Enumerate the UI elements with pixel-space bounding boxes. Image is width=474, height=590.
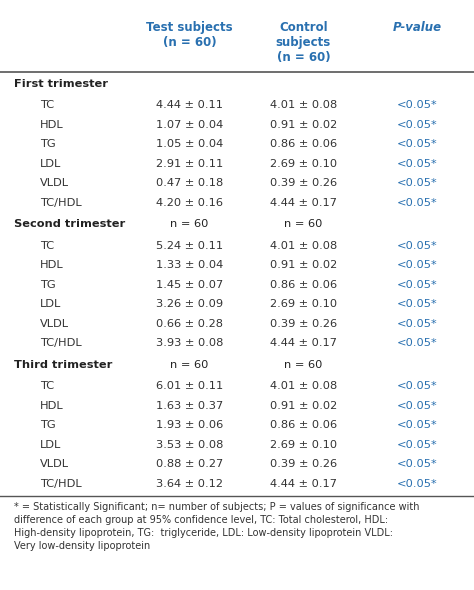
Text: 1.93 ± 0.06: 1.93 ± 0.06 [156, 420, 223, 430]
Text: <0.05*: <0.05* [397, 100, 438, 110]
Text: <0.05*: <0.05* [397, 381, 438, 391]
Text: 0.91 ± 0.02: 0.91 ± 0.02 [270, 401, 337, 411]
Text: VLDL: VLDL [40, 459, 69, 469]
Text: HDL: HDL [40, 120, 64, 130]
Text: 2.69 ± 0.10: 2.69 ± 0.10 [270, 299, 337, 309]
Text: <0.05*: <0.05* [397, 241, 438, 251]
Text: 0.91 ± 0.02: 0.91 ± 0.02 [270, 260, 337, 270]
Text: Control
subjects
(n = 60): Control subjects (n = 60) [276, 21, 331, 64]
Text: 0.39 ± 0.26: 0.39 ± 0.26 [270, 459, 337, 469]
Text: 3.26 ± 0.09: 3.26 ± 0.09 [156, 299, 223, 309]
Text: 3.64 ± 0.12: 3.64 ± 0.12 [156, 478, 223, 489]
Text: TC/HDL: TC/HDL [40, 338, 82, 348]
Text: <0.05*: <0.05* [397, 178, 438, 188]
Text: 3.93 ± 0.08: 3.93 ± 0.08 [156, 338, 223, 348]
Text: TG: TG [40, 280, 56, 290]
Text: 4.01 ± 0.08: 4.01 ± 0.08 [270, 381, 337, 391]
Text: <0.05*: <0.05* [397, 420, 438, 430]
Text: <0.05*: <0.05* [397, 139, 438, 149]
Text: 6.01 ± 0.11: 6.01 ± 0.11 [156, 381, 223, 391]
Text: 4.44 ± 0.17: 4.44 ± 0.17 [270, 338, 337, 348]
Text: * = Statistically Significant; n= number of subjects; P = values of significance: * = Statistically Significant; n= number… [14, 502, 419, 551]
Text: HDL: HDL [40, 401, 64, 411]
Text: 4.20 ± 0.16: 4.20 ± 0.16 [156, 198, 223, 208]
Text: TC: TC [40, 241, 55, 251]
Text: LDL: LDL [40, 159, 62, 169]
Text: TC/HDL: TC/HDL [40, 478, 82, 489]
Text: TG: TG [40, 139, 56, 149]
Text: 2.69 ± 0.10: 2.69 ± 0.10 [270, 159, 337, 169]
Text: <0.05*: <0.05* [397, 478, 438, 489]
Text: Third trimester: Third trimester [14, 360, 113, 369]
Text: TC/HDL: TC/HDL [40, 198, 82, 208]
Text: 5.24 ± 0.11: 5.24 ± 0.11 [156, 241, 223, 251]
Text: 0.86 ± 0.06: 0.86 ± 0.06 [270, 139, 337, 149]
Text: 1.05 ± 0.04: 1.05 ± 0.04 [156, 139, 223, 149]
Text: TC: TC [40, 100, 55, 110]
Text: <0.05*: <0.05* [397, 319, 438, 329]
Text: 0.86 ± 0.06: 0.86 ± 0.06 [270, 280, 337, 290]
Text: 0.39 ± 0.26: 0.39 ± 0.26 [270, 319, 337, 329]
Text: n = 60: n = 60 [171, 219, 209, 229]
Text: Second trimester: Second trimester [14, 219, 126, 229]
Text: 1.45 ± 0.07: 1.45 ± 0.07 [156, 280, 223, 290]
Text: 1.33 ± 0.04: 1.33 ± 0.04 [156, 260, 223, 270]
Text: <0.05*: <0.05* [397, 280, 438, 290]
Text: 0.91 ± 0.02: 0.91 ± 0.02 [270, 120, 337, 130]
Text: 3.53 ± 0.08: 3.53 ± 0.08 [156, 440, 223, 450]
Text: VLDL: VLDL [40, 178, 69, 188]
Text: 0.88 ± 0.27: 0.88 ± 0.27 [156, 459, 223, 469]
Text: 4.01 ± 0.08: 4.01 ± 0.08 [270, 100, 337, 110]
Text: 0.66 ± 0.28: 0.66 ± 0.28 [156, 319, 223, 329]
Text: VLDL: VLDL [40, 319, 69, 329]
Text: LDL: LDL [40, 440, 62, 450]
Text: n = 60: n = 60 [171, 360, 209, 369]
Text: <0.05*: <0.05* [397, 120, 438, 130]
Text: <0.05*: <0.05* [397, 159, 438, 169]
Text: <0.05*: <0.05* [397, 198, 438, 208]
Text: 1.07 ± 0.04: 1.07 ± 0.04 [156, 120, 223, 130]
Text: 2.91 ± 0.11: 2.91 ± 0.11 [156, 159, 223, 169]
Text: <0.05*: <0.05* [397, 459, 438, 469]
Text: <0.05*: <0.05* [397, 440, 438, 450]
Text: 1.63 ± 0.37: 1.63 ± 0.37 [156, 401, 223, 411]
Text: 4.44 ± 0.11: 4.44 ± 0.11 [156, 100, 223, 110]
Text: n = 60: n = 60 [284, 219, 322, 229]
Text: 4.44 ± 0.17: 4.44 ± 0.17 [270, 198, 337, 208]
Text: LDL: LDL [40, 299, 62, 309]
Text: 0.47 ± 0.18: 0.47 ± 0.18 [156, 178, 223, 188]
Text: <0.05*: <0.05* [397, 338, 438, 348]
Text: 2.69 ± 0.10: 2.69 ± 0.10 [270, 440, 337, 450]
Text: 4.44 ± 0.17: 4.44 ± 0.17 [270, 478, 337, 489]
Text: <0.05*: <0.05* [397, 401, 438, 411]
Text: P-value: P-value [392, 21, 442, 34]
Text: 0.39 ± 0.26: 0.39 ± 0.26 [270, 178, 337, 188]
Text: <0.05*: <0.05* [397, 299, 438, 309]
Text: 4.01 ± 0.08: 4.01 ± 0.08 [270, 241, 337, 251]
Text: HDL: HDL [40, 260, 64, 270]
Text: <0.05*: <0.05* [397, 260, 438, 270]
Text: n = 60: n = 60 [284, 360, 322, 369]
Text: TG: TG [40, 420, 56, 430]
Text: 0.86 ± 0.06: 0.86 ± 0.06 [270, 420, 337, 430]
Text: First trimester: First trimester [14, 79, 108, 88]
Text: TC: TC [40, 381, 55, 391]
Text: Test subjects
(n = 60): Test subjects (n = 60) [146, 21, 233, 48]
